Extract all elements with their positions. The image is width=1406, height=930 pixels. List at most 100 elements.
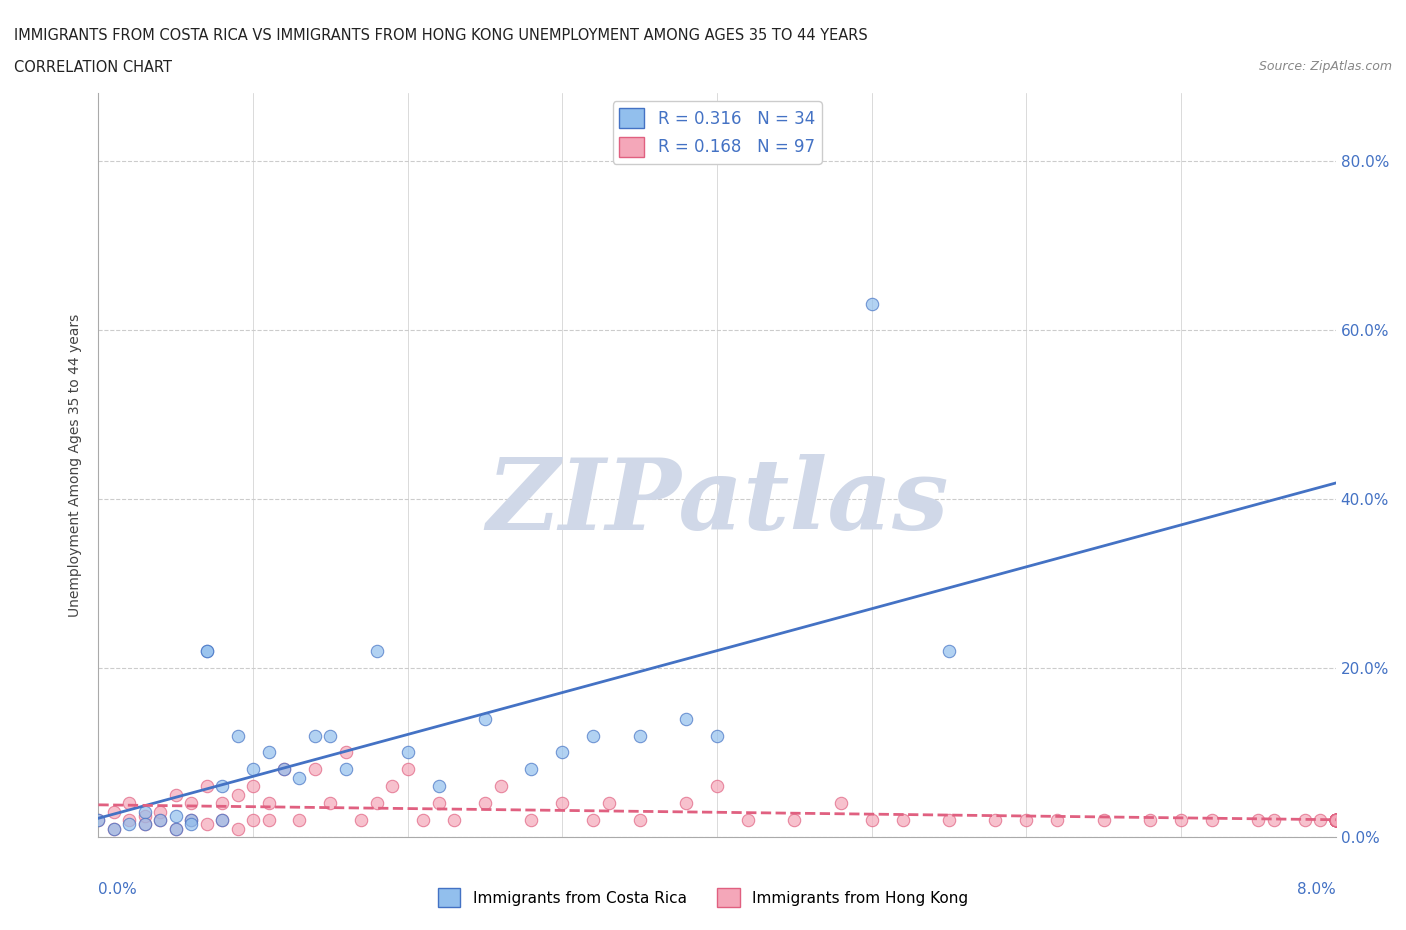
Point xyxy=(1324,813,1347,828)
Point xyxy=(1324,813,1347,828)
Point xyxy=(1324,813,1347,828)
Point xyxy=(211,813,233,828)
Point xyxy=(381,778,404,793)
Point xyxy=(118,796,141,811)
Point xyxy=(366,796,388,811)
Point xyxy=(1324,813,1347,828)
Point xyxy=(195,644,218,658)
Point xyxy=(242,813,264,828)
Point xyxy=(257,813,280,828)
Point xyxy=(319,796,342,811)
Point xyxy=(273,762,295,777)
Point xyxy=(304,728,326,743)
Point xyxy=(706,728,728,743)
Point xyxy=(211,813,233,828)
Point xyxy=(1247,813,1270,828)
Point xyxy=(737,813,759,828)
Point xyxy=(366,644,388,658)
Point xyxy=(1309,813,1331,828)
Point xyxy=(134,808,156,823)
Point xyxy=(165,821,187,836)
Point xyxy=(427,778,450,793)
Point xyxy=(257,796,280,811)
Point xyxy=(520,813,543,828)
Point xyxy=(783,813,806,828)
Point xyxy=(489,778,512,793)
Point xyxy=(412,813,434,828)
Point xyxy=(304,762,326,777)
Point xyxy=(180,813,202,828)
Point xyxy=(1324,813,1347,828)
Point xyxy=(350,813,373,828)
Point xyxy=(195,778,218,793)
Point xyxy=(1324,813,1347,828)
Text: 8.0%: 8.0% xyxy=(1296,882,1336,897)
Point xyxy=(195,817,218,831)
Point xyxy=(226,788,249,803)
Point xyxy=(1324,813,1347,828)
Point xyxy=(335,745,357,760)
Point xyxy=(134,817,156,831)
Point xyxy=(149,813,172,828)
Point xyxy=(103,804,125,819)
Point xyxy=(1015,813,1038,828)
Point xyxy=(257,745,280,760)
Point xyxy=(396,745,419,760)
Point xyxy=(335,762,357,777)
Point xyxy=(1170,813,1192,828)
Point xyxy=(149,804,172,819)
Legend: R = 0.316   N = 34, R = 0.168   N = 97: R = 0.316 N = 34, R = 0.168 N = 97 xyxy=(613,101,821,164)
Point xyxy=(1324,813,1347,828)
Point xyxy=(1092,813,1115,828)
Point xyxy=(180,817,202,831)
Point xyxy=(443,813,465,828)
Point xyxy=(1324,813,1347,828)
Point xyxy=(87,813,110,828)
Point xyxy=(938,813,960,828)
Point xyxy=(134,817,156,831)
Point xyxy=(1324,813,1347,828)
Point xyxy=(103,821,125,836)
Point xyxy=(1324,813,1347,828)
Text: CORRELATION CHART: CORRELATION CHART xyxy=(14,60,172,75)
Point xyxy=(149,813,172,828)
Point xyxy=(211,778,233,793)
Point xyxy=(1139,813,1161,828)
Point xyxy=(165,788,187,803)
Point xyxy=(1263,813,1285,828)
Point xyxy=(195,644,218,658)
Point xyxy=(396,762,419,777)
Point xyxy=(427,796,450,811)
Point xyxy=(1324,813,1347,828)
Text: Source: ZipAtlas.com: Source: ZipAtlas.com xyxy=(1258,60,1392,73)
Point xyxy=(1046,813,1069,828)
Point xyxy=(1324,813,1347,828)
Point xyxy=(180,796,202,811)
Point xyxy=(1324,813,1347,828)
Point xyxy=(706,778,728,793)
Point xyxy=(474,796,496,811)
Point xyxy=(598,796,620,811)
Point xyxy=(1324,813,1347,828)
Y-axis label: Unemployment Among Ages 35 to 44 years: Unemployment Among Ages 35 to 44 years xyxy=(69,313,83,617)
Point xyxy=(226,821,249,836)
Point xyxy=(1324,813,1347,828)
Point xyxy=(242,762,264,777)
Point xyxy=(273,762,295,777)
Point xyxy=(1324,813,1347,828)
Point xyxy=(582,813,605,828)
Point xyxy=(1324,813,1347,828)
Point xyxy=(984,813,1007,828)
Point xyxy=(134,804,156,819)
Point xyxy=(1324,813,1347,828)
Point xyxy=(1324,813,1347,828)
Point xyxy=(1324,813,1347,828)
Point xyxy=(551,745,574,760)
Point xyxy=(1324,813,1347,828)
Point xyxy=(211,796,233,811)
Point xyxy=(1324,813,1347,828)
Point xyxy=(319,728,342,743)
Point xyxy=(1294,813,1316,828)
Point xyxy=(1324,813,1347,828)
Point xyxy=(226,728,249,743)
